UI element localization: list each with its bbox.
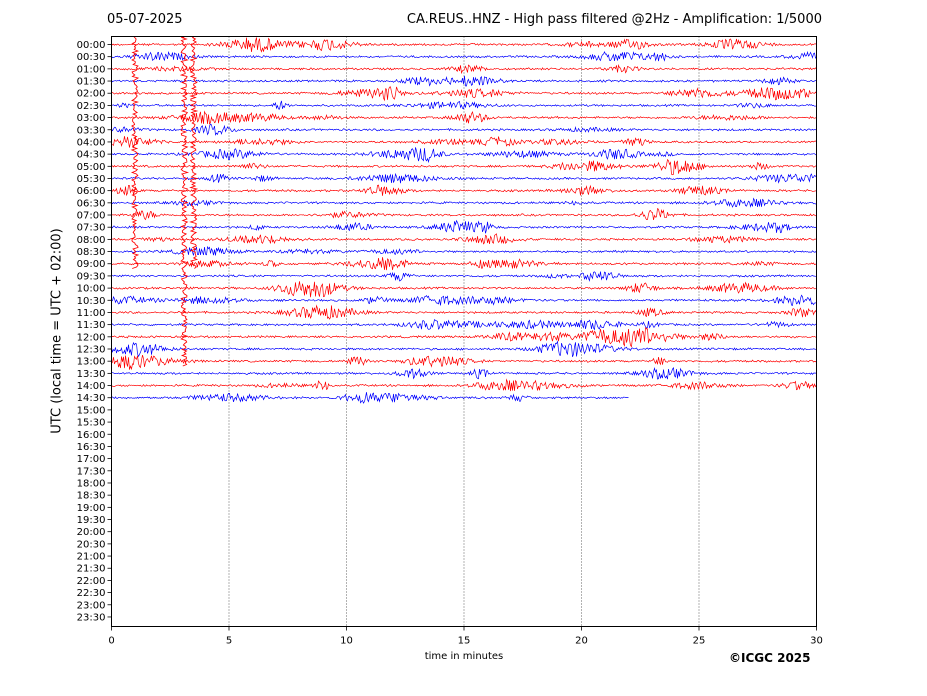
- x-tick-label: 20: [575, 636, 588, 647]
- trace-0600: [111, 184, 817, 197]
- y-tick-label: 05:00: [77, 162, 106, 173]
- y-tick-label: 03:00: [77, 113, 106, 124]
- y-tick-label: 19:00: [77, 503, 106, 514]
- trace-1330: [111, 366, 817, 380]
- trace-0900: [111, 257, 817, 271]
- x-axis-label: time in minutes: [424, 651, 504, 662]
- trace-0000: [111, 37, 817, 53]
- y-tick-label: 08:00: [77, 235, 106, 246]
- x-tick-label: 25: [693, 636, 706, 647]
- x-tick-label: 0: [108, 636, 114, 647]
- trace-1400: [111, 378, 817, 392]
- trace-0330: [111, 123, 817, 136]
- trace-1300: [111, 355, 817, 371]
- trace-0400: [111, 136, 817, 149]
- y-tick-label: 14:30: [77, 393, 106, 404]
- trace-0200: [111, 86, 817, 102]
- y-tick-label: 09:30: [77, 271, 106, 282]
- y-tick-label: 17:00: [77, 454, 106, 465]
- trace-1030: [111, 294, 817, 306]
- x-tick-label: 5: [226, 636, 232, 647]
- trace-0130: [111, 75, 817, 87]
- y-tick-label: 13:00: [77, 357, 106, 368]
- y-tick-label: 06:00: [77, 186, 106, 197]
- trace-0300: [111, 110, 817, 125]
- chart-title: CA.REUS..HNZ - High pass filtered @2Hz -…: [406, 12, 822, 27]
- y-tick-label: 23:00: [77, 600, 106, 611]
- y-tick-label: 02:30: [77, 101, 106, 112]
- y-tick-label: 23:30: [77, 612, 106, 623]
- y-tick-label: 10:30: [77, 296, 106, 307]
- event-spike: [189, 37, 199, 269]
- y-tick-label: 18:00: [77, 478, 106, 489]
- trace-layer: [111, 37, 817, 404]
- y-tick-label: 19:30: [77, 515, 106, 526]
- y-tick-label: 04:00: [77, 137, 106, 148]
- y-tick-label: 11:00: [77, 308, 106, 319]
- y-tick-label: 07:30: [77, 223, 106, 234]
- trace-0500: [111, 158, 817, 176]
- y-tick-label: 22:30: [77, 588, 106, 599]
- trace-1000: [111, 281, 817, 298]
- trace-0630: [111, 197, 817, 208]
- y-tick-label: 21:00: [77, 552, 106, 563]
- y-tick-label: 16:00: [77, 430, 106, 441]
- y-tick-label: 01:30: [77, 77, 106, 88]
- trace-0800: [111, 233, 817, 245]
- y-tick-label: 13:30: [77, 369, 106, 380]
- y-tick-label: 04:30: [77, 150, 106, 161]
- y-tick-label: 12:30: [77, 345, 106, 356]
- grid-layer: [228, 36, 700, 627]
- x-tick-label: 15: [458, 636, 471, 647]
- event-spike: [130, 37, 140, 269]
- trace-0930: [111, 271, 817, 282]
- y-tick-label: 05:30: [77, 174, 106, 185]
- trace-1230: [111, 340, 817, 358]
- y-tick-label: 00:30: [77, 52, 106, 63]
- y-tick-label: 16:30: [77, 442, 106, 453]
- trace-0030: [111, 50, 817, 62]
- y-tick-label: 07:00: [77, 211, 106, 222]
- trace-0700: [111, 208, 817, 221]
- y-tick-label: 21:30: [77, 564, 106, 575]
- y-tick-label: 17:30: [77, 466, 106, 477]
- trace-0430: [111, 147, 817, 164]
- x-tick-label: 10: [340, 636, 353, 647]
- y-tick-label: 22:00: [77, 576, 106, 587]
- trace-1200: [111, 326, 817, 348]
- y-tick-label: 18:30: [77, 491, 106, 502]
- trace-0230: [111, 100, 817, 110]
- y-tick-label: 06:30: [77, 198, 106, 209]
- y-tick-label: 02:00: [77, 89, 106, 100]
- y-tick-label: 01:00: [77, 64, 106, 75]
- y-tick-label: 00:00: [77, 40, 106, 51]
- x-tick-label: 30: [810, 636, 823, 647]
- trace-0730: [111, 219, 817, 234]
- trace-0830: [111, 245, 817, 256]
- date-label: 05-07-2025: [107, 12, 183, 27]
- trace-1100: [111, 304, 817, 320]
- y-tick-label: 03:30: [77, 125, 106, 136]
- trace-1130: [111, 318, 817, 331]
- y-tick-label: 08:30: [77, 247, 106, 258]
- trace-1430: [111, 392, 629, 404]
- event-layer: [130, 37, 199, 367]
- y-tick-label: 20:00: [77, 527, 106, 538]
- y-tick-label: 11:30: [77, 320, 106, 331]
- y-tick-label: 20:30: [77, 539, 106, 550]
- y-tick-label: 14:00: [77, 381, 106, 392]
- y-tick-label: 09:00: [77, 259, 106, 270]
- y-tick-label: 10:00: [77, 284, 106, 295]
- event-spike: [179, 37, 190, 367]
- copyright-label: ©ICGC 2025: [729, 651, 811, 665]
- trace-0530: [111, 172, 817, 184]
- y-tick-label: 15:30: [77, 418, 106, 429]
- y-tick-label: 15:00: [77, 405, 106, 416]
- trace-0100: [111, 63, 817, 75]
- y-tick-label: 12:00: [77, 332, 106, 343]
